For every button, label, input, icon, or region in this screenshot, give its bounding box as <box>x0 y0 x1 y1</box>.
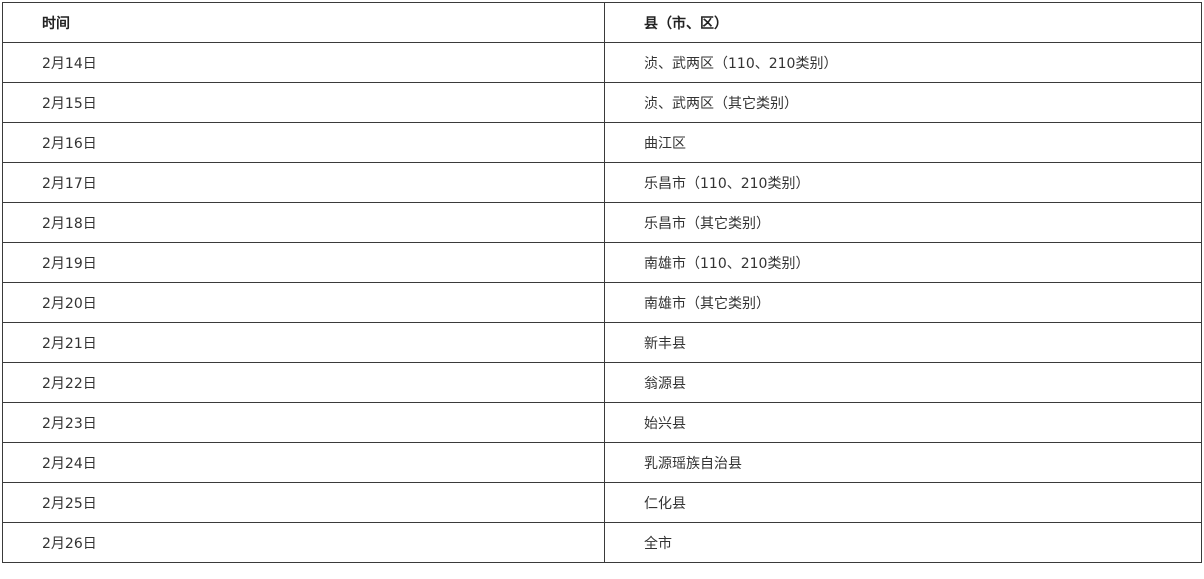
cell-date: 2月16日 <box>2 122 605 163</box>
cell-date: 2月19日 <box>2 242 605 283</box>
cell-date: 2月24日 <box>2 442 605 483</box>
cell-date: 2月18日 <box>2 202 605 243</box>
cell-date: 2月22日 <box>2 362 605 403</box>
cell-county: 南雄市（其它类别） <box>604 282 1202 323</box>
cell-date: 2月15日 <box>2 82 605 123</box>
table-row: 2月25日 仁化县 <box>2 482 1202 523</box>
cell-county: 南雄市（110、210类别） <box>604 242 1202 283</box>
cell-county: 曲江区 <box>604 122 1202 163</box>
table-row: 2月20日 南雄市（其它类别） <box>2 282 1202 323</box>
schedule-table: 时间 县（市、区） 2月14日 浈、武两区（110、210类别） 2月15日 浈、武两… <box>2 2 1202 563</box>
cell-date: 2月17日 <box>2 162 605 203</box>
table-header-row: 时间 县（市、区） <box>2 2 1202 43</box>
table-row: 2月14日 浈、武两区（110、210类别） <box>2 42 1202 83</box>
cell-date: 2月23日 <box>2 402 605 443</box>
cell-date: 2月26日 <box>2 522 605 563</box>
cell-county: 始兴县 <box>604 402 1202 443</box>
header-county: 县（市、区） <box>604 2 1202 43</box>
cell-county: 仁化县 <box>604 482 1202 523</box>
table-row: 2月17日 乐昌市（110、210类别） <box>2 162 1202 203</box>
cell-date: 2月25日 <box>2 482 605 523</box>
cell-county: 新丰县 <box>604 322 1202 363</box>
table-row: 2月24日 乳源瑶族自治县 <box>2 442 1202 483</box>
cell-date: 2月21日 <box>2 322 605 363</box>
table-row: 2月21日 新丰县 <box>2 322 1202 363</box>
cell-county: 乳源瑶族自治县 <box>604 442 1202 483</box>
table-row: 2月26日 全市 <box>2 522 1202 563</box>
cell-county: 乐昌市（110、210类别） <box>604 162 1202 203</box>
table-row: 2月15日 浈、武两区（其它类别） <box>2 82 1202 123</box>
table-row: 2月23日 始兴县 <box>2 402 1202 443</box>
table-row: 2月19日 南雄市（110、210类别） <box>2 242 1202 283</box>
table-row: 2月16日 曲江区 <box>2 122 1202 163</box>
cell-county: 乐昌市（其它类别） <box>604 202 1202 243</box>
cell-county: 浈、武两区（110、210类别） <box>604 42 1202 83</box>
cell-county: 浈、武两区（其它类别） <box>604 82 1202 123</box>
cell-county: 全市 <box>604 522 1202 563</box>
cell-date: 2月20日 <box>2 282 605 323</box>
header-time: 时间 <box>2 2 605 43</box>
cell-county: 翁源县 <box>604 362 1202 403</box>
table-row: 2月18日 乐昌市（其它类别） <box>2 202 1202 243</box>
table-row: 2月22日 翁源县 <box>2 362 1202 403</box>
cell-date: 2月14日 <box>2 42 605 83</box>
